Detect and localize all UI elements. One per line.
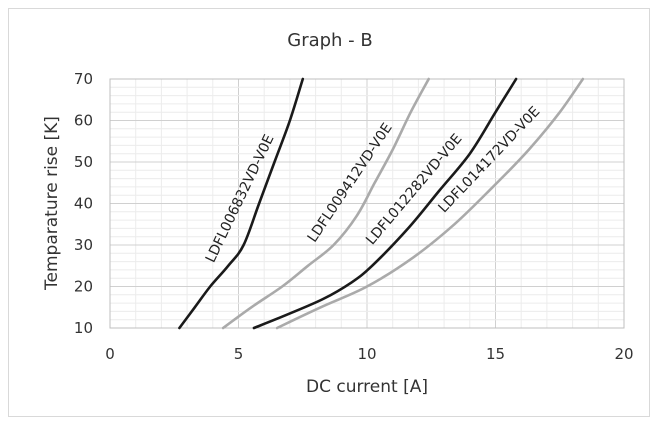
y-tick-label: 30 [74, 236, 93, 254]
series-lines [178, 77, 585, 330]
series-line-2 [221, 77, 430, 330]
y-tick-label: 50 [74, 153, 93, 171]
series-line-3 [252, 77, 518, 330]
plot-border [109, 78, 625, 329]
y-tick-label: 10 [74, 319, 93, 337]
chart-title: Graph - B [287, 30, 373, 51]
x-tick-label: 15 [486, 345, 505, 363]
x-tick-label: 5 [234, 345, 244, 363]
series-line-1 [178, 77, 305, 330]
y-tick-label: 40 [74, 195, 93, 213]
gridlines [109, 78, 625, 329]
y-tick-label: 70 [74, 70, 93, 88]
x-tick-label: 10 [357, 345, 376, 363]
y-axis-title: Temparature rise [K] [42, 116, 62, 291]
y-tick-label: 20 [74, 278, 93, 296]
x-tick-label: 0 [105, 345, 115, 363]
tick-labels: 0 5 10 15 20 10 20 30 40 50 60 70 [74, 70, 634, 363]
series-line-4 [275, 77, 585, 330]
x-tick-label: 20 [614, 345, 633, 363]
x-axis-title: DC current [A] [306, 377, 428, 397]
y-tick-label: 60 [74, 112, 93, 130]
